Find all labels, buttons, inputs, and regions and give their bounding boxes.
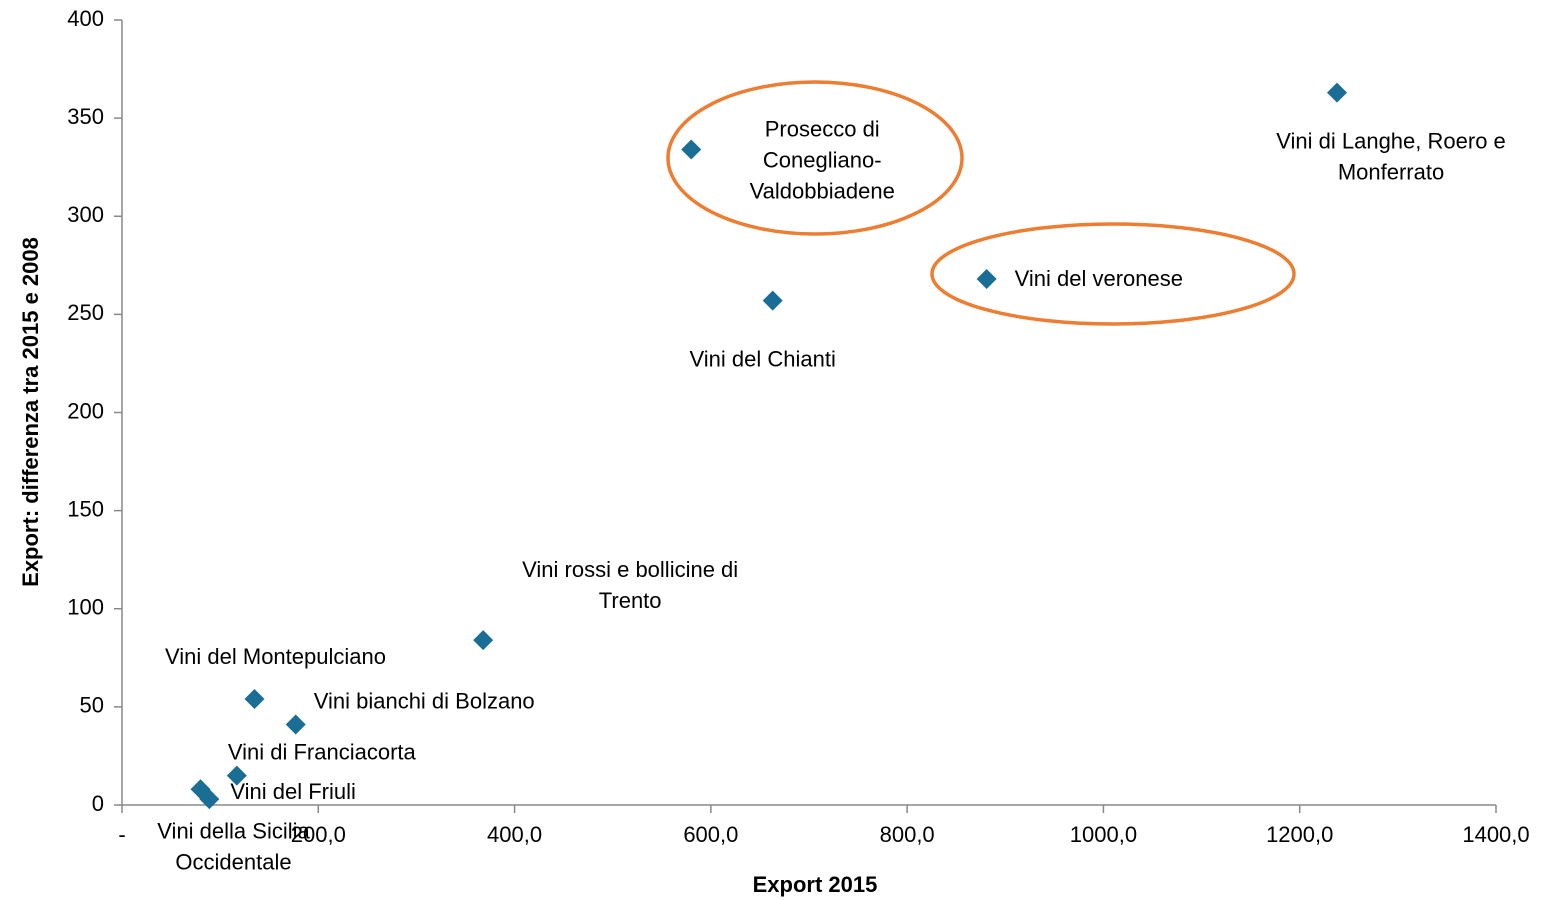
point-label: Vini della Sicilia Occidentale (157, 818, 310, 874)
point-label: Vini rossi e bollicine di Trento (522, 557, 738, 613)
point-label: Vini del Chianti (690, 346, 836, 371)
point-label: Vini di Franciacorta (228, 739, 417, 764)
label-line: Vini della Sicilia (157, 818, 310, 843)
point-label: Vini del Friuli (230, 779, 356, 804)
label-line: Vini di Franciacorta (228, 739, 417, 764)
label-line: Occidentale (175, 849, 291, 874)
point-label: Vini del veronese (1015, 266, 1183, 291)
label-line: Vini del Montepulciano (165, 644, 386, 669)
label-line: Vini bianchi di Bolzano (314, 688, 535, 713)
point-label: Vini bianchi di Bolzano (314, 688, 535, 713)
y-tick-label: 300 (67, 202, 104, 227)
point (681, 139, 702, 160)
y-tick-label: 150 (67, 496, 104, 521)
label-line: Monferrato (1338, 159, 1444, 184)
point-label: Vini del Montepulciano (165, 644, 386, 669)
label-line: Trento (599, 588, 662, 613)
point (1327, 82, 1348, 103)
x-axis-title: Export 2015 (753, 872, 878, 897)
point (226, 765, 247, 786)
label-line: Prosecco di (765, 116, 880, 141)
y-tick-label: 100 (67, 595, 104, 620)
point (190, 779, 211, 800)
x-tick-label: 1200,0 (1266, 822, 1333, 847)
point (762, 290, 783, 311)
y-tick-label: 350 (67, 104, 104, 129)
y-tick-label: 400 (67, 6, 104, 31)
point-label: Vini di Langhe, Roero e Monferrato (1276, 128, 1506, 184)
x-tick-label: 600,0 (683, 822, 738, 847)
point (244, 689, 265, 710)
x-tick-label: 1400,0 (1462, 822, 1529, 847)
label-line: Vini rossi e bollicine di (522, 557, 738, 582)
point-label: Prosecco di Conegliano- Valdobbiadene (750, 116, 895, 203)
x-tick-label: - (118, 822, 125, 847)
x-tick-label: 800,0 (880, 822, 935, 847)
x-tick-label: 1000,0 (1070, 822, 1137, 847)
x-tick-label: 200,0 (291, 822, 346, 847)
label-line: Vini di Langhe, Roero e (1276, 128, 1506, 153)
label-line: Vini del Friuli (230, 779, 356, 804)
label-line: Vini del Chianti (690, 346, 836, 371)
y-tick-label: 250 (67, 300, 104, 325)
label-line: Vini del veronese (1015, 266, 1183, 291)
y-axis-title: Export: differenza tra 2015 e 2008 (18, 237, 43, 587)
label-line: Valdobbiadene (750, 178, 895, 203)
point (473, 630, 494, 651)
y-tick-label: 50 (80, 693, 104, 718)
point (285, 714, 306, 735)
point (976, 269, 997, 290)
y-tick-label: 0 (92, 791, 104, 816)
highlight-ellipse (930, 222, 1296, 326)
y-tick-label: 200 (67, 398, 104, 423)
highlight-ellipse (666, 80, 964, 236)
x-tick-label: 400,0 (487, 822, 542, 847)
label-line: Conegliano- (763, 147, 882, 172)
